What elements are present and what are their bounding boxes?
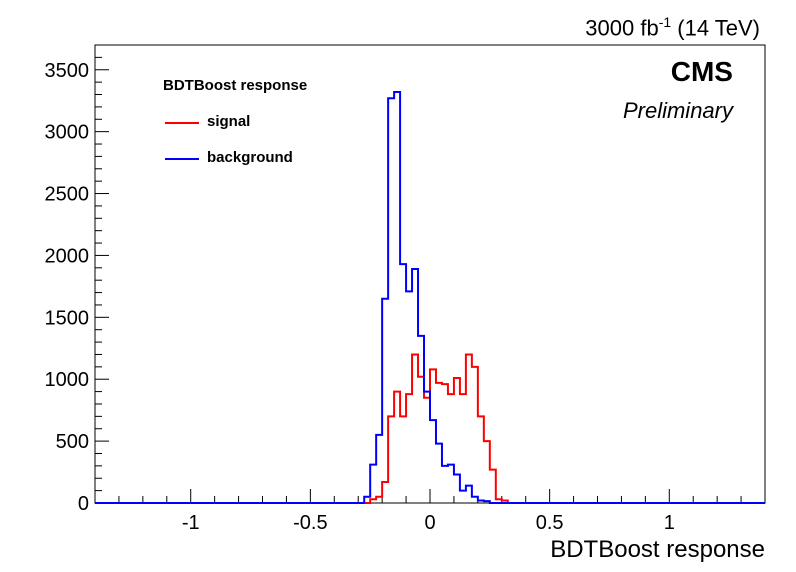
x-tick-label: 0	[424, 512, 435, 534]
y-tick-label: 0	[78, 493, 89, 515]
y-tick-label: 2500	[45, 184, 90, 206]
y-tick-label: 1500	[45, 307, 90, 329]
series-background	[95, 91, 765, 504]
x-tick-label: 1	[664, 512, 675, 534]
y-tick-label: 2000	[45, 245, 90, 267]
axis-ticks	[95, 44, 766, 504]
legend-label-background: background	[207, 149, 293, 166]
y-tick-label: 3500	[45, 60, 90, 82]
legend-swatch-background	[165, 158, 199, 160]
legend-title: BDTBoost response	[163, 77, 308, 94]
y-tick-label: 1000	[45, 369, 90, 391]
legend-label-signal: signal	[207, 113, 251, 130]
x-tick-label: 0.5	[536, 512, 564, 534]
y-tick-label: 3000	[45, 122, 90, 144]
legend-swatch-signal	[165, 122, 199, 124]
y-tick-label: 500	[56, 431, 89, 453]
x-tick-label: -1	[182, 512, 200, 534]
luminosity-label: 3000 fb-1 (14 TeV)	[585, 14, 760, 41]
status-label: Preliminary	[622, 98, 733, 123]
axis-tick-labels: -1 -0.5 0 0.5 1 0 500 1000 1500 2000 2500 3000 3500	[45, 60, 675, 534]
histogram-series	[95, 91, 765, 504]
series-signal	[95, 353, 765, 504]
x-tick-label: -0.5	[293, 512, 327, 534]
experiment-label: CMS	[670, 56, 733, 87]
x-axis-label: BDTBoost response	[550, 536, 765, 563]
